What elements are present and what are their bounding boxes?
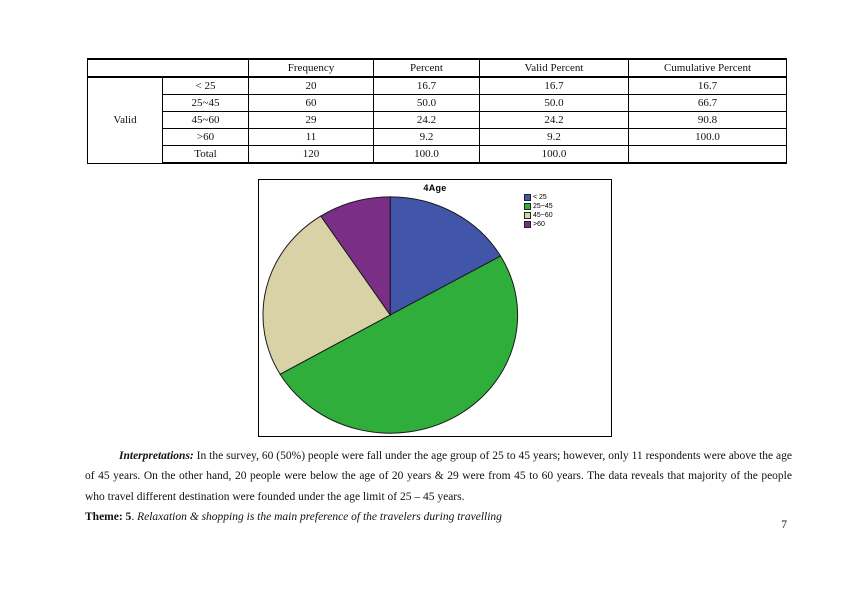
pie-slice-0 <box>389 196 502 316</box>
table-cell-category: Total <box>162 145 249 164</box>
table-row: Valid < 25 20 16.7 16.7 16.7 <box>87 76 787 164</box>
table-header-stub <box>87 58 249 78</box>
table-cell-valid-percent: 16.7 <box>479 76 629 95</box>
table-cell-cumulative-percent: 100.0 <box>628 128 787 146</box>
pie-chart-panel: 4Age < 25 25~45 45~60 >60 <box>258 179 612 437</box>
pie-slice-2 <box>262 215 391 375</box>
table-cell-frequency: 20 <box>248 76 374 95</box>
interpretation-block: Interpretations: In the survey, 60 (50%)… <box>85 446 792 528</box>
legend-label: < 25 <box>533 194 547 201</box>
interpretation-text: In the survey, 60 (50%) people were fall… <box>85 450 792 503</box>
table-cell-cumulative-percent: 66.7 <box>628 94 787 112</box>
table-cell-valid-percent: 100.0 <box>479 145 629 164</box>
table-cell-category: 45~60 <box>162 111 249 129</box>
legend-swatch-icon <box>524 194 531 201</box>
table-cell-valid-percent: 9.2 <box>479 128 629 146</box>
table-header-percent: Percent <box>373 58 480 78</box>
interpretation-label: Interpretations: <box>119 450 194 462</box>
frequency-table: Frequency Percent Valid Percent Cumulati… <box>87 58 787 164</box>
table-cell-category: < 25 <box>162 76 249 95</box>
table-cell-frequency: 11 <box>248 128 374 146</box>
interpretation-paragraph: Interpretations: In the survey, 60 (50%)… <box>85 446 792 507</box>
theme-label: Theme: 5 <box>85 511 132 524</box>
table-row: 45~60 29 24.2 24.2 90.8 <box>88 111 787 129</box>
table-cell-cumulative-percent: 16.7 <box>628 76 787 95</box>
legend-item: 25~45 <box>524 202 553 211</box>
table-cell-percent: 100.0 <box>373 145 480 164</box>
legend-item: 45~60 <box>524 211 553 220</box>
theme-text: Relaxation & shopping is the main prefer… <box>137 511 502 524</box>
legend-swatch-icon <box>524 212 531 219</box>
table-header-cumulative-percent: Cumulative Percent <box>628 58 787 78</box>
table-cell-percent: 50.0 <box>373 94 480 112</box>
table-cell-frequency: 29 <box>248 111 374 129</box>
table-header-frequency: Frequency <box>248 58 374 78</box>
table-cell-percent: 9.2 <box>373 128 480 146</box>
theme-separator: . <box>131 511 138 524</box>
table-cell-valid-percent: 50.0 <box>479 94 629 112</box>
legend-item: >60 <box>524 220 553 229</box>
legend-swatch-icon <box>524 221 531 228</box>
legend-item: < 25 <box>524 193 553 202</box>
table-cell-category: >60 <box>162 128 249 146</box>
table-cell-frequency: 120 <box>248 145 374 164</box>
chart-title: 4Age <box>423 183 447 193</box>
table-stub-valid: Valid <box>87 76 163 164</box>
legend-label: 45~60 <box>533 212 553 219</box>
chart-legend: < 25 25~45 45~60 >60 <box>524 193 553 229</box>
pie-slice-1 <box>279 255 519 434</box>
pie-slice-3 <box>320 196 391 317</box>
table-cell-percent: 16.7 <box>373 76 480 95</box>
table-cell-valid-percent: 24.2 <box>479 111 629 129</box>
table-header-row: Frequency Percent Valid Percent Cumulati… <box>87 58 787 78</box>
table-header-valid-percent: Valid Percent <box>479 58 629 78</box>
page-number: 7 <box>781 519 787 531</box>
table-cell-category: 25~45 <box>162 94 249 112</box>
theme-line: Theme: 5. Relaxation & shopping is the m… <box>85 507 792 527</box>
table-row: >60 11 9.2 9.2 100.0 <box>88 128 787 146</box>
legend-label: 25~45 <box>533 203 553 210</box>
table-cell-percent: 24.2 <box>373 111 480 129</box>
table-cell-cumulative-percent: 90.8 <box>628 111 787 129</box>
table-row: Total 120 100.0 100.0 <box>88 145 787 164</box>
table-row: 25~45 60 50.0 50.0 66.7 <box>88 94 787 112</box>
legend-label: >60 <box>533 221 545 228</box>
table-cell-frequency: 60 <box>248 94 374 112</box>
legend-swatch-icon <box>524 203 531 210</box>
table-cell-cumulative-percent <box>628 145 787 164</box>
pie-chart-svg <box>262 196 519 434</box>
